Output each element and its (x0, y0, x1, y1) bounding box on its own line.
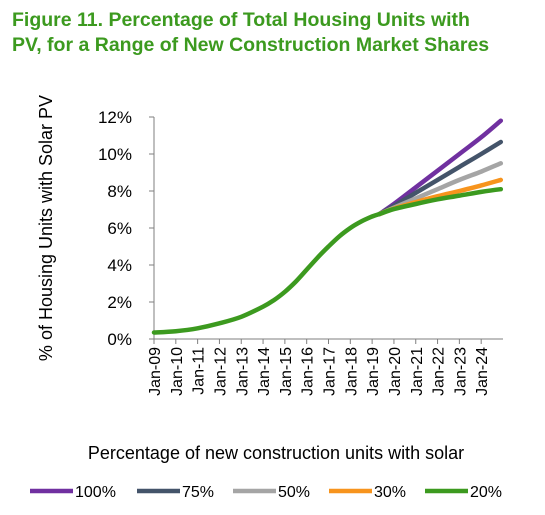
y-tick-label: 12% (98, 108, 132, 127)
x-tick-label: Jan-12 (212, 347, 229, 396)
y-tick-label: 10% (98, 145, 132, 164)
x-tick-label: Jan-18 (343, 347, 360, 396)
y-axis-label: % of Housing Units with Solar PV (36, 95, 56, 361)
legend-label: 20% (470, 484, 502, 501)
y-tick-label: 0% (107, 330, 132, 349)
x-tick-label: Jan-16 (300, 347, 317, 396)
x-tick-label: Jan-21 (409, 347, 426, 396)
y-tick-label: 4% (107, 256, 132, 275)
x-axis-label: Percentage of new construction units wit… (88, 443, 464, 463)
legend-item-50pct: 50% (233, 484, 310, 501)
legend-label: 75% (182, 484, 214, 501)
x-axis: Jan-09 Jan-10 Jan-11 Jan-12 Jan-13 Jan-14 Jan-… (147, 338, 503, 396)
y-axis-label-group: % of Housing Units with Solar PV (36, 95, 56, 361)
legend-item-20pct: 20% (425, 484, 502, 501)
x-tick-label: Jan-17 (322, 347, 339, 396)
y-tick-label: 8% (107, 182, 132, 201)
chart-title-line-1: Figure 11. Percentage of Total Housing U… (12, 9, 470, 31)
chart-title-line-2: PV, for a Range of New Construction Mark… (12, 34, 490, 56)
chart-title: Figure 11. Percentage of Total Housing U… (12, 8, 537, 58)
legend-item-75pct: 75% (137, 484, 214, 501)
x-tick-label: Jan-10 (169, 347, 186, 396)
x-tick-label: Jan-14 (256, 347, 273, 396)
history-line (151, 211, 382, 335)
series-line-20pct (377, 186, 504, 217)
legend-item-100pct: 100% (30, 484, 116, 501)
x-tick-label: Jan-13 (234, 347, 251, 396)
x-tick-label: Jan-19 (365, 347, 382, 396)
x-tick-label: Jan-24 (474, 347, 491, 396)
legend-label: 50% (278, 484, 310, 501)
x-tick-label: Jan-20 (387, 347, 404, 396)
y-tick-label: 6% (107, 219, 132, 238)
legend-item-30pct: 30% (329, 484, 406, 501)
x-tick-label: Jan-09 (147, 347, 164, 396)
x-tick-label: Jan-22 (431, 347, 448, 396)
y-tick-label: 2% (107, 293, 132, 312)
x-tick-label: Jan-11 (191, 347, 208, 395)
legend-label: 30% (374, 484, 406, 501)
series-line-75pct (377, 139, 504, 217)
x-tick-label: Jan-15 (278, 347, 295, 396)
series-lines (151, 118, 504, 335)
legend-label: 100% (75, 484, 116, 501)
y-axis: 0% 2% 4% 6% 8% 10% 12% (98, 108, 155, 349)
legend: 100% 75% 50% 30% 20% (30, 484, 502, 501)
x-tick-label: Jan-23 (452, 347, 469, 396)
